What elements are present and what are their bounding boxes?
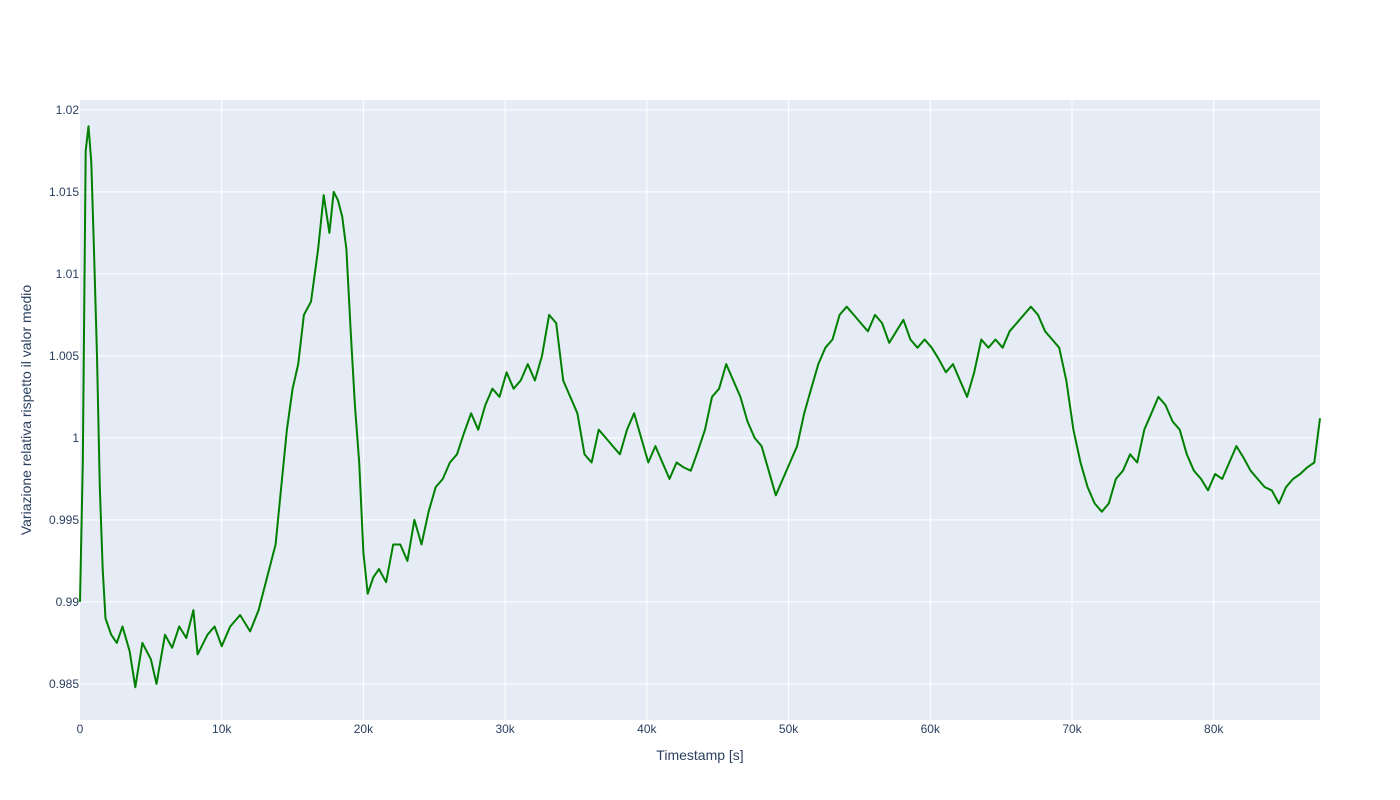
y-tick-label: 0.995 — [49, 513, 79, 527]
x-tick-label: 80k — [1204, 722, 1224, 736]
x-tick-label: 0 — [77, 722, 84, 736]
x-axis-ticks: 0 10k 20k 30k 40k 50k 60k 70k 80k — [77, 722, 1225, 736]
x-axis-title: Timestamp [s] — [656, 747, 743, 763]
y-axis-ticks: 0.985 0.99 0.995 1 1.005 1.01 1.015 1.02 — [49, 103, 79, 691]
x-gridlines — [221, 100, 1215, 720]
y-tick-label: 0.99 — [56, 595, 80, 609]
y-tick-label: 1.01 — [56, 267, 80, 281]
x-tick-label: 50k — [779, 722, 799, 736]
y-tick-label: 1.005 — [49, 349, 79, 363]
y-tick-label: 0.985 — [49, 677, 79, 691]
x-tick-label: 30k — [495, 722, 515, 736]
x-tick-label: 10k — [212, 722, 232, 736]
x-tick-label: 20k — [354, 722, 374, 736]
y-tick-label: 1.02 — [56, 103, 80, 117]
y-axis-title: Variazione relativa rispetto il valor me… — [18, 285, 34, 536]
x-tick-label: 70k — [1062, 722, 1082, 736]
x-tick-label: 60k — [921, 722, 941, 736]
x-tick-label: 40k — [637, 722, 657, 736]
y-tick-label: 1.015 — [49, 185, 79, 199]
plot-background — [80, 100, 1320, 720]
y-tick-label: 1 — [72, 431, 79, 445]
series-line — [79, 125, 1321, 689]
